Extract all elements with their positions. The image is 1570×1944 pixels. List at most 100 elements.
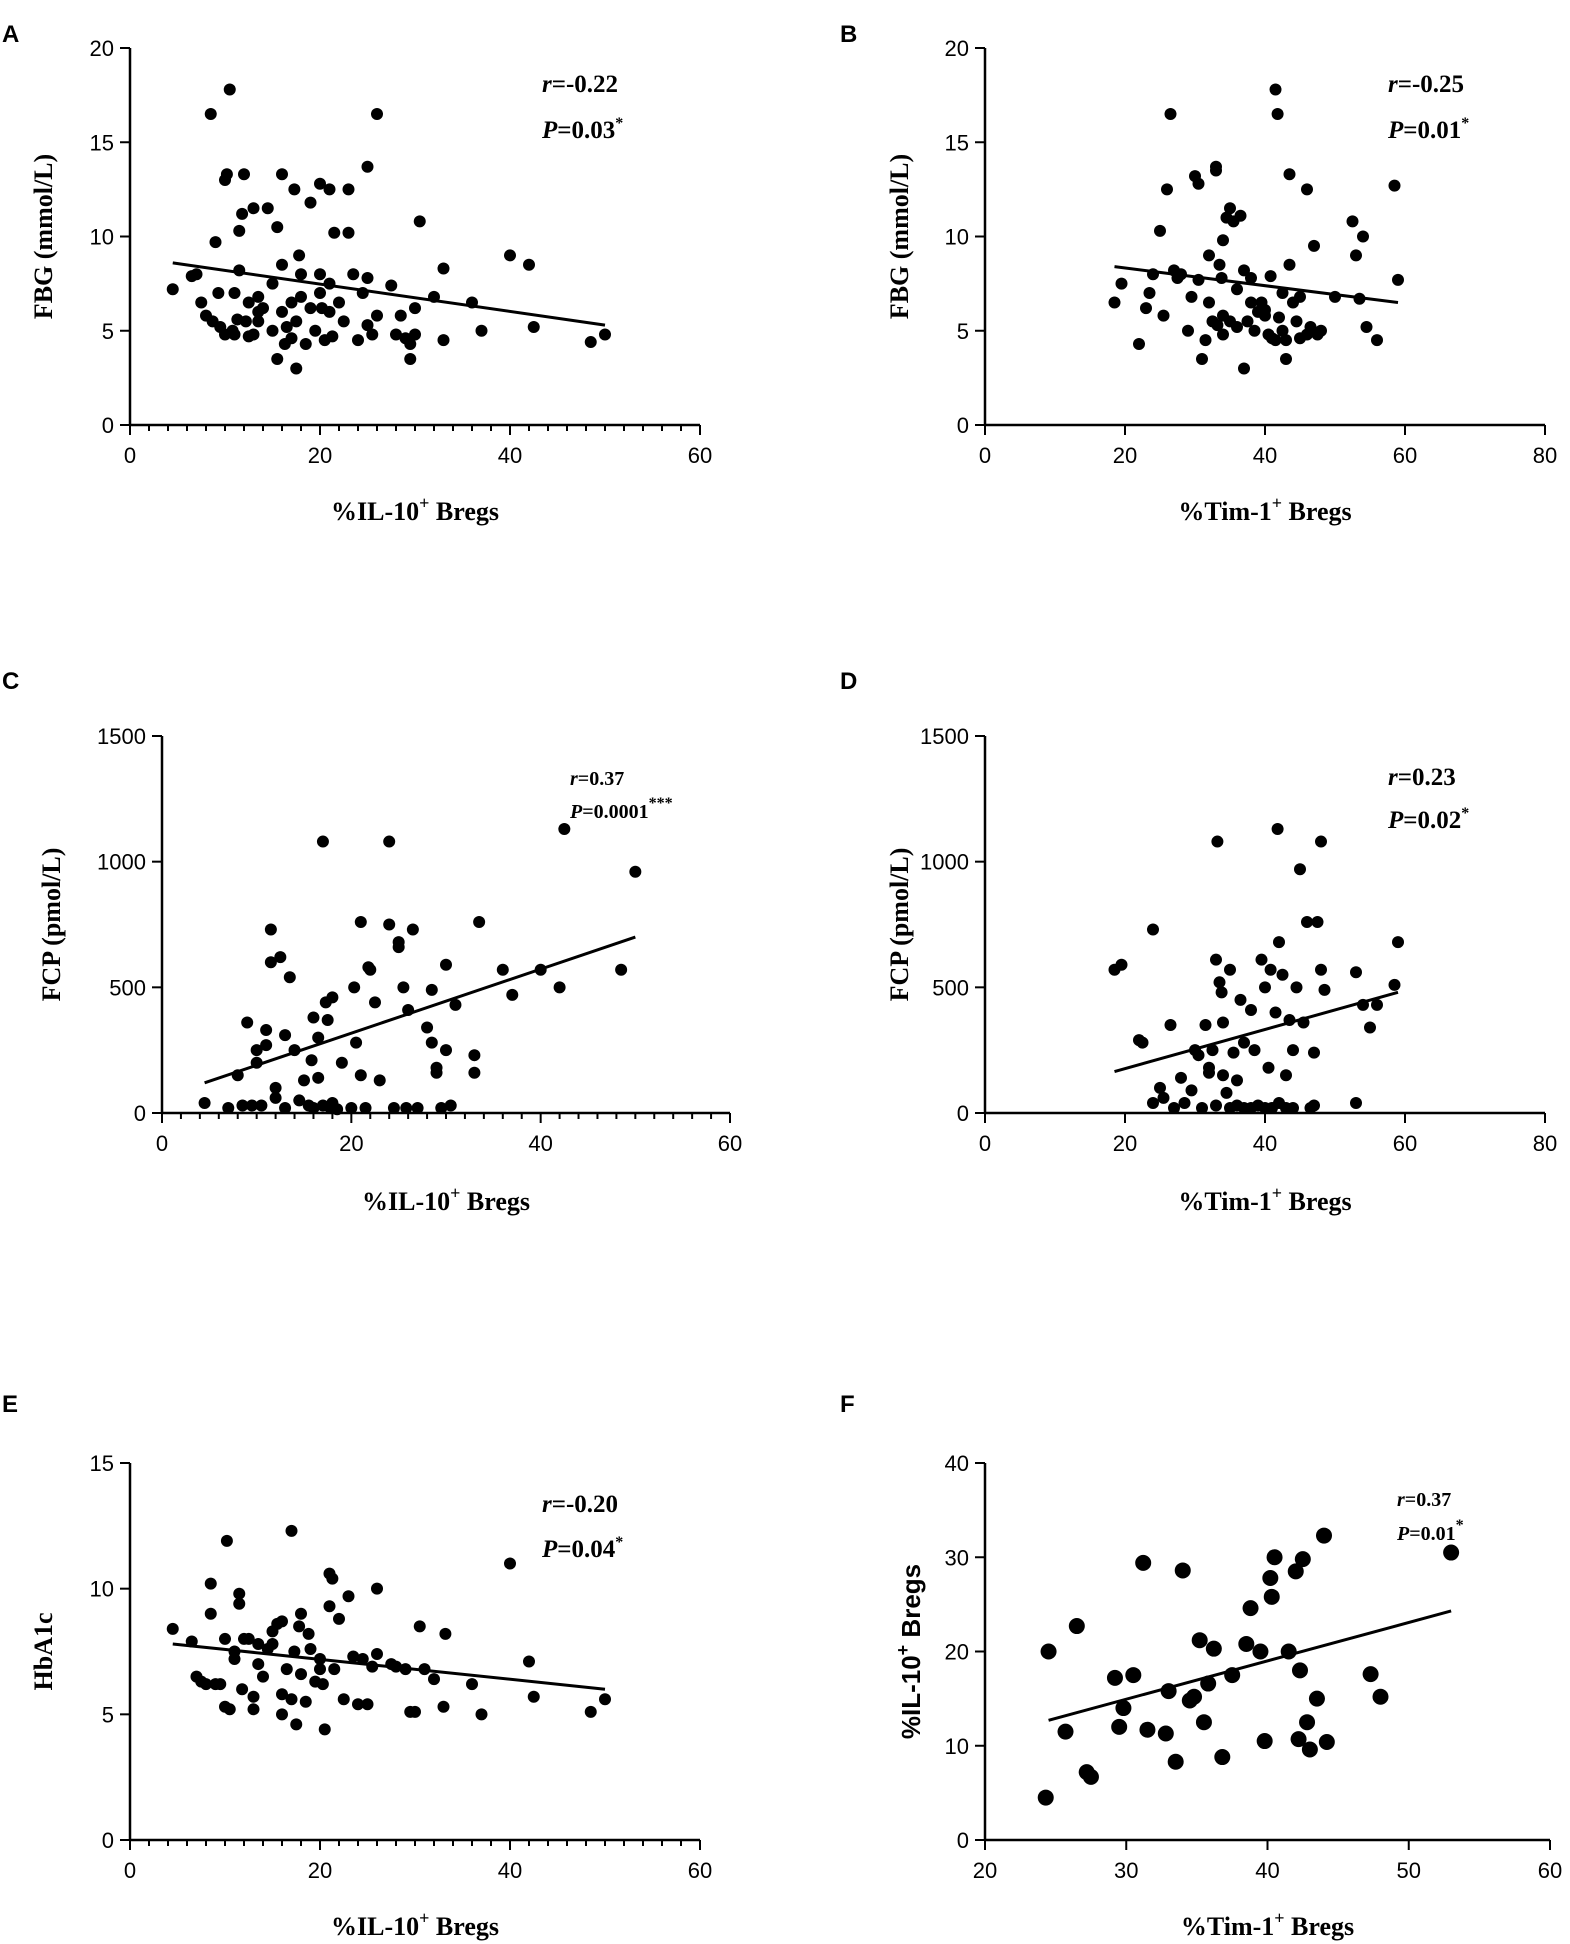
panel-c: C 0 500 1000 1500 0 20 40 60 %IL-10+ Bregs FCP (pm…	[2, 668, 742, 1216]
data-point	[1392, 936, 1404, 949]
y-tick-label: 15	[90, 130, 114, 155]
data-point	[247, 328, 260, 341]
data-point	[333, 296, 345, 309]
data-point	[1290, 1731, 1307, 1748]
x-tick-label: 0	[979, 443, 991, 468]
data-point	[337, 315, 350, 328]
data-point	[1245, 296, 1257, 309]
x-tick-label: 20	[308, 1858, 332, 1883]
data-point	[255, 1099, 268, 1112]
data-point	[348, 981, 361, 994]
data-point	[214, 1678, 227, 1691]
data-point	[1168, 1101, 1180, 1114]
data-point	[385, 279, 398, 292]
data-point	[285, 1524, 298, 1537]
data-point	[506, 988, 519, 1001]
data-point	[1203, 1066, 1215, 1079]
data-point	[312, 1031, 325, 1044]
data-point	[1196, 353, 1208, 366]
data-point	[1357, 230, 1369, 243]
data-point	[1259, 981, 1271, 994]
stat-p: P=0.01*	[1396, 1517, 1464, 1545]
data-point	[1276, 968, 1289, 981]
stat-r: r=0.37	[570, 768, 624, 790]
data-point	[1210, 1099, 1222, 1112]
data-point	[1211, 835, 1224, 848]
data-point	[293, 1620, 306, 1633]
y-tick-label: 0	[134, 1101, 146, 1126]
data-point	[1371, 334, 1383, 347]
data-point	[1164, 107, 1177, 120]
regression-line	[1114, 265, 1399, 304]
data-point	[1294, 863, 1306, 876]
data-point	[1269, 1006, 1282, 1019]
y-axis-label: HbA1c	[29, 1613, 58, 1691]
data-point	[435, 1101, 448, 1114]
panel-letter: B	[840, 21, 857, 48]
data-point	[1143, 287, 1156, 300]
data-point	[288, 1645, 301, 1658]
data-point	[371, 309, 383, 322]
data-point	[219, 1632, 231, 1645]
data-point	[1301, 915, 1313, 928]
data-point	[337, 1693, 350, 1706]
data-point	[1135, 1554, 1152, 1571]
data-point	[266, 324, 279, 337]
regression-line	[172, 261, 606, 327]
data-point	[238, 168, 250, 181]
x-tick-label: 40	[1255, 1858, 1279, 1883]
data-point	[333, 1612, 345, 1625]
data-point	[523, 258, 535, 271]
data-point	[1362, 1666, 1379, 1683]
y-axis-label: FBG (mmol/L)	[885, 154, 914, 319]
data-point	[1224, 963, 1236, 976]
data-point	[428, 1673, 440, 1686]
data-point	[1308, 239, 1320, 252]
data-point	[271, 353, 284, 366]
data-point	[241, 1016, 254, 1029]
stat-r: r=-0.25	[1388, 71, 1464, 98]
data-point	[326, 1572, 339, 1585]
data-point	[166, 1622, 179, 1635]
data-point	[404, 337, 417, 350]
data-point	[504, 1557, 516, 1570]
data-point	[383, 835, 396, 848]
data-point	[1299, 1714, 1316, 1731]
data-point	[342, 183, 355, 196]
x-axis-label: %Tim-1+ Bregs	[1181, 1908, 1354, 1941]
data-point	[404, 353, 417, 366]
data-point	[345, 1101, 358, 1114]
panel-f: F 0 10 20 30 40 20 30 40 50 60 %Tim-1+ Bregs %IL-10+…	[840, 1391, 1562, 1941]
data-point	[293, 1094, 306, 1107]
data-point	[425, 1036, 438, 1049]
data-point	[257, 302, 269, 315]
data-point	[413, 215, 426, 228]
data-point	[1192, 1049, 1205, 1062]
data-point	[558, 822, 571, 835]
data-point	[299, 337, 312, 350]
data-point	[444, 1099, 457, 1112]
x-tick-label: 0	[156, 1131, 168, 1156]
x-axis-label: %IL-10+ Bregs	[331, 493, 499, 526]
data-point	[212, 287, 225, 300]
data-point	[1224, 202, 1236, 215]
data-point	[1256, 1733, 1273, 1750]
data-point	[1271, 822, 1284, 835]
data-point	[1154, 1081, 1166, 1094]
data-point	[1283, 258, 1296, 271]
x-tick-label: 40	[498, 1858, 522, 1883]
x-tick-label: 20	[308, 443, 332, 468]
data-point	[236, 1099, 249, 1112]
data-point	[204, 107, 217, 120]
data-point	[1280, 1069, 1292, 1082]
data-point	[1388, 179, 1401, 192]
x-tick-label: 40	[1253, 443, 1277, 468]
data-point	[1231, 283, 1243, 296]
data-point	[331, 1103, 344, 1116]
data-point	[307, 1101, 320, 1114]
data-point	[223, 1703, 236, 1716]
x-tick-label: 80	[1533, 443, 1557, 468]
data-point	[1316, 1527, 1332, 1544]
data-point	[295, 268, 307, 281]
data-point	[328, 226, 341, 239]
